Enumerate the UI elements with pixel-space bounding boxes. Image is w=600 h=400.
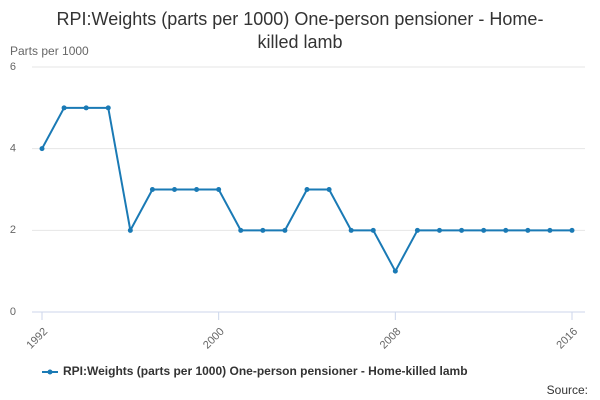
y-tick-label: 4 (10, 143, 16, 155)
point (459, 227, 465, 233)
point (348, 227, 354, 233)
point (370, 227, 376, 233)
point (503, 227, 509, 233)
point (61, 105, 67, 111)
x-tick-label: 2008 (378, 326, 404, 352)
point (282, 227, 288, 233)
source: Source: (547, 383, 588, 397)
point (105, 105, 111, 111)
chart-title: RPI:Weights (parts per 1000) One-person … (56, 9, 544, 52)
point (569, 227, 575, 233)
y-tick-label: 6 (10, 61, 16, 73)
point (194, 187, 200, 192)
point (392, 268, 398, 274)
point (525, 227, 531, 233)
point (238, 227, 244, 233)
point (414, 227, 420, 233)
x-tick-label: 2000 (201, 326, 227, 352)
y-tick-label: 0 (10, 306, 16, 318)
legend-label: RPI:Weights (parts per 1000) One-person … (63, 364, 468, 378)
point (39, 146, 45, 152)
point (481, 227, 487, 233)
legend-marker (47, 369, 53, 375)
point (437, 227, 442, 233)
point (326, 187, 332, 192)
y-axis-label: Parts per 1000 (10, 44, 89, 58)
point (83, 105, 89, 111)
point (149, 187, 155, 192)
point (547, 227, 553, 233)
point (127, 227, 133, 233)
x-tick-label: 1992 (24, 326, 50, 352)
point (216, 187, 222, 192)
point (304, 187, 310, 192)
point (172, 187, 177, 192)
y-tick-label: 2 (10, 224, 16, 236)
x-tick-label: 2016 (554, 326, 580, 352)
point (260, 227, 266, 233)
